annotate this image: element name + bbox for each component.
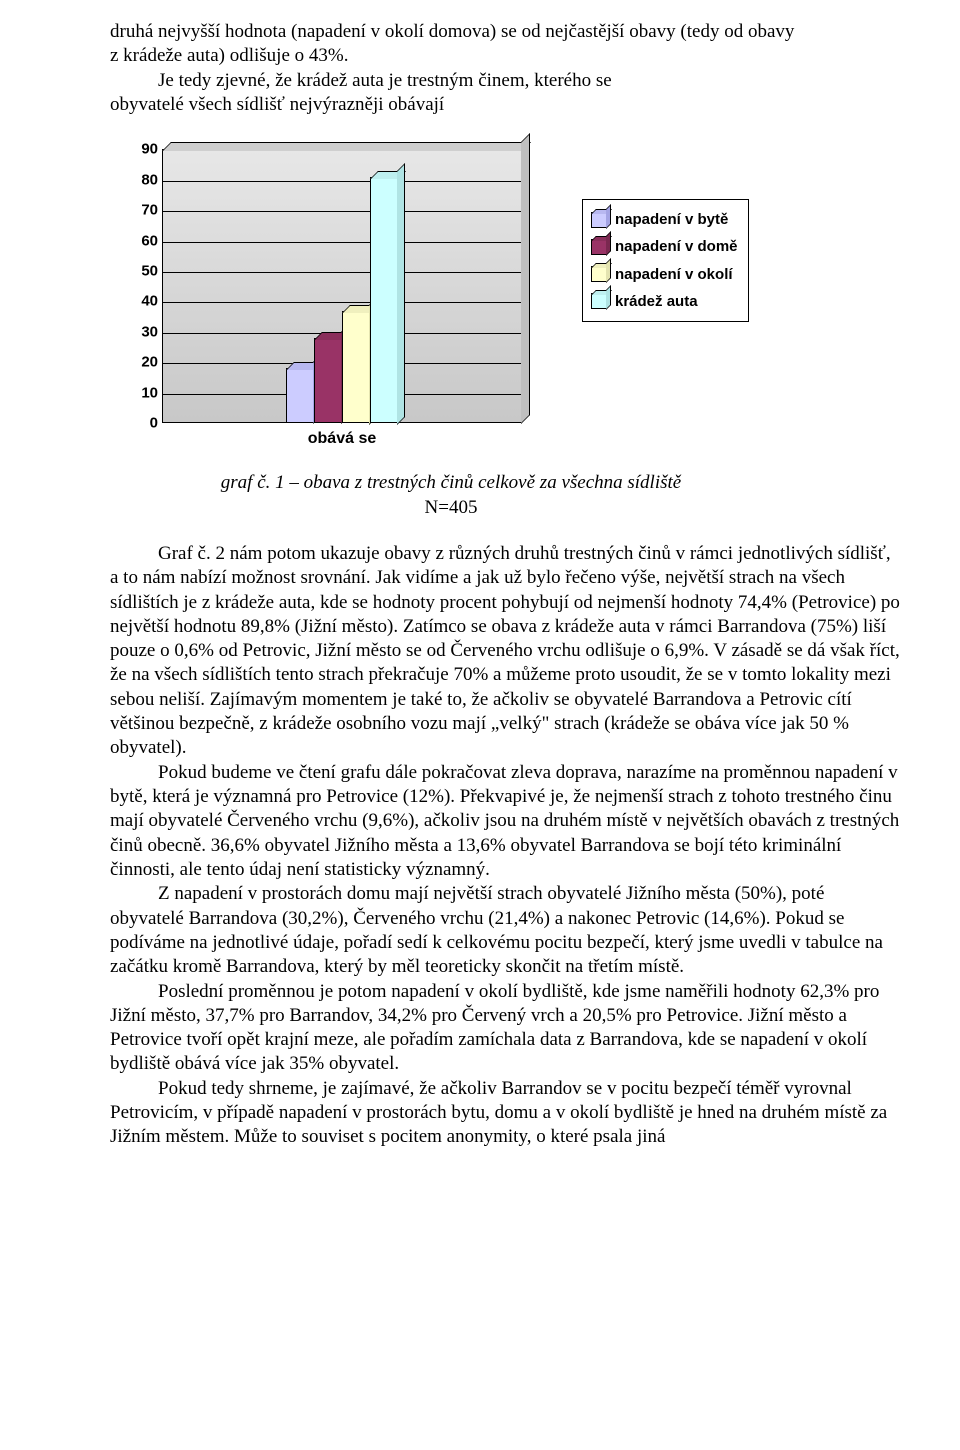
chart-y-tick-label: 60 xyxy=(128,231,158,250)
bar-chart: 0 10 20 30 40 50 60 70 80 90 obává se xyxy=(116,143,548,453)
chart-y-tick-label: 20 xyxy=(128,353,158,372)
chart-y-tick-label: 30 xyxy=(128,322,158,341)
legend-item: napadení v okolí xyxy=(591,261,738,288)
document-page: druhá nejvyšší hodnota (napadení v okolí… xyxy=(0,0,960,1450)
legend-item: krádež auta xyxy=(591,288,738,315)
legend-item: napadení v domě xyxy=(591,233,738,260)
body-p3-first: Graf č. 2 nám potom ukazuje obavy z různ… xyxy=(158,543,733,564)
chart-gridline xyxy=(163,272,521,273)
chart-y-tick-label: 90 xyxy=(128,140,158,159)
caption-line-2: N=405 xyxy=(425,497,478,518)
intro-line-2: z krádeže auta) odlišuje o 43%. xyxy=(110,44,902,68)
body-p3: Graf č. 2 nám potom ukazuje obavy z různ… xyxy=(110,542,902,761)
intro-line-4: obyvatelé všech sídlišť nejvýrazněji obá… xyxy=(110,93,902,117)
legend-label: napadení v okolí xyxy=(615,265,733,284)
chart-legend: napadení v bytě napadení v domě napadení v… xyxy=(582,199,749,322)
chart-plot-area xyxy=(162,149,522,423)
chart-caption: graf č. 1 – obava z trestných činů celko… xyxy=(116,471,786,520)
legend-swatch xyxy=(591,212,607,228)
legend-item: napadení v bytě xyxy=(591,206,738,233)
body-p7: Pokud tedy shrneme, je zajímavé, že ačko… xyxy=(110,1077,902,1150)
legend-swatch xyxy=(591,266,607,282)
chart-y-tick-label: 50 xyxy=(128,261,158,280)
body-p3-rest: jednotlivých sídlišť, a to nám nabízí mo… xyxy=(110,543,900,759)
chart-y-tick-label: 70 xyxy=(128,201,158,220)
legend-swatch xyxy=(591,239,607,255)
intro-line-3: Je tedy zjevné, že krádež auta je trestn… xyxy=(110,69,902,93)
chart-y-tick-label: 80 xyxy=(128,170,158,189)
chart-y-tick-label: 0 xyxy=(128,414,158,433)
chart-x-label: obává se xyxy=(162,429,522,449)
intro-line-1: druhá nejvyšší hodnota (napadení v okolí… xyxy=(110,20,902,44)
legend-swatch xyxy=(591,293,607,309)
chart-gridline xyxy=(163,211,521,212)
chart-gridline xyxy=(163,333,521,334)
body-p6: Poslední proměnnou je potom napadení v o… xyxy=(110,980,902,1077)
chart-y-tick-label: 40 xyxy=(128,292,158,311)
legend-label: napadení v bytě xyxy=(615,210,728,229)
body-p5: Z napadení v prostorách domu mají největ… xyxy=(110,882,902,979)
chart-gridline xyxy=(163,363,521,364)
legend-label: krádež auta xyxy=(615,292,698,311)
chart-gridline xyxy=(163,242,521,243)
chart-gridline xyxy=(163,302,521,303)
chart-gridline xyxy=(163,181,521,182)
caption-line-1: graf č. 1 – obava z trestných činů celko… xyxy=(221,472,681,493)
chart-gridline xyxy=(163,394,521,395)
legend-label: napadení v domě xyxy=(615,237,738,256)
chart-y-tick-label: 10 xyxy=(128,383,158,402)
body-p4: Pokud budeme ve čtení grafu dále pokračo… xyxy=(110,761,902,883)
chart-container: 0 10 20 30 40 50 60 70 80 90 obává se napadení v … xyxy=(116,143,786,453)
